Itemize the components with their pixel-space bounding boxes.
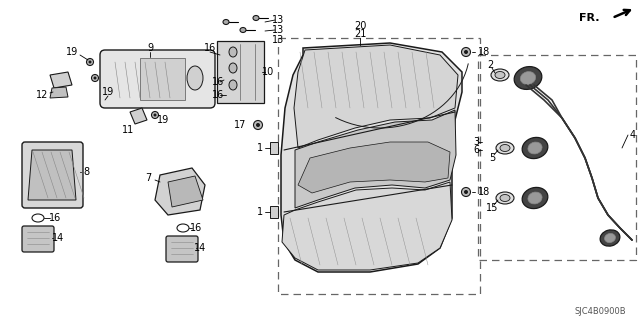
Polygon shape xyxy=(282,182,452,270)
Text: 16: 16 xyxy=(204,43,216,53)
Text: 16: 16 xyxy=(190,223,202,233)
Text: 11: 11 xyxy=(122,125,134,135)
Polygon shape xyxy=(295,110,456,208)
Ellipse shape xyxy=(461,48,470,56)
Polygon shape xyxy=(298,142,450,193)
Text: 16: 16 xyxy=(49,213,61,223)
Ellipse shape xyxy=(461,188,470,197)
Ellipse shape xyxy=(229,47,237,57)
Ellipse shape xyxy=(522,187,548,209)
Text: 17: 17 xyxy=(234,120,246,130)
FancyBboxPatch shape xyxy=(270,142,278,154)
Ellipse shape xyxy=(93,77,97,79)
Text: FR.: FR. xyxy=(579,13,600,23)
Polygon shape xyxy=(281,43,462,272)
Text: 6: 6 xyxy=(473,145,479,155)
FancyBboxPatch shape xyxy=(270,206,278,218)
Text: 19: 19 xyxy=(157,115,169,125)
Ellipse shape xyxy=(600,230,620,246)
Ellipse shape xyxy=(528,192,542,204)
FancyBboxPatch shape xyxy=(100,50,215,108)
Text: SJC4B0900B: SJC4B0900B xyxy=(574,308,626,316)
Ellipse shape xyxy=(229,80,237,90)
Polygon shape xyxy=(28,150,76,200)
Ellipse shape xyxy=(88,61,92,63)
Text: 19: 19 xyxy=(102,87,114,97)
Text: 12: 12 xyxy=(36,90,48,100)
FancyBboxPatch shape xyxy=(22,142,83,208)
Text: 9: 9 xyxy=(147,43,153,53)
FancyBboxPatch shape xyxy=(22,226,54,252)
Ellipse shape xyxy=(496,192,514,204)
Text: 5: 5 xyxy=(489,153,495,163)
Text: 13: 13 xyxy=(272,15,284,25)
Text: 19: 19 xyxy=(66,47,78,57)
Polygon shape xyxy=(294,45,458,148)
Text: 1: 1 xyxy=(257,207,263,217)
Ellipse shape xyxy=(464,50,468,54)
Text: 14: 14 xyxy=(194,243,206,253)
Text: 16: 16 xyxy=(212,90,224,100)
Text: 20: 20 xyxy=(354,21,366,31)
Text: 10: 10 xyxy=(262,67,274,77)
Ellipse shape xyxy=(491,69,509,81)
FancyBboxPatch shape xyxy=(217,41,264,103)
FancyBboxPatch shape xyxy=(166,236,198,262)
Polygon shape xyxy=(50,72,72,88)
Text: 13: 13 xyxy=(272,35,284,45)
Ellipse shape xyxy=(223,19,229,25)
Ellipse shape xyxy=(154,114,157,116)
Text: 21: 21 xyxy=(354,29,366,39)
Polygon shape xyxy=(140,58,185,100)
Text: 18: 18 xyxy=(478,187,490,197)
Text: 18: 18 xyxy=(478,47,490,57)
Text: 15: 15 xyxy=(486,203,498,213)
Ellipse shape xyxy=(496,142,514,154)
Ellipse shape xyxy=(253,16,259,20)
Ellipse shape xyxy=(464,190,468,194)
Ellipse shape xyxy=(92,75,99,81)
Text: 16: 16 xyxy=(212,77,224,87)
Ellipse shape xyxy=(152,112,159,118)
Ellipse shape xyxy=(500,145,510,152)
Ellipse shape xyxy=(500,195,510,202)
Ellipse shape xyxy=(514,67,542,89)
Ellipse shape xyxy=(495,71,505,78)
Polygon shape xyxy=(130,108,147,124)
Ellipse shape xyxy=(528,142,542,154)
Polygon shape xyxy=(50,87,68,98)
Ellipse shape xyxy=(605,234,616,242)
Text: 13: 13 xyxy=(272,25,284,35)
Ellipse shape xyxy=(229,63,237,73)
Text: 4: 4 xyxy=(630,130,636,140)
Ellipse shape xyxy=(256,123,260,127)
Polygon shape xyxy=(168,176,203,207)
Ellipse shape xyxy=(187,66,203,90)
Ellipse shape xyxy=(522,137,548,159)
Ellipse shape xyxy=(253,121,262,130)
Text: 2: 2 xyxy=(487,60,493,70)
Ellipse shape xyxy=(520,71,536,85)
Text: 8: 8 xyxy=(83,167,89,177)
Ellipse shape xyxy=(240,27,246,33)
Text: 14: 14 xyxy=(52,233,64,243)
Text: 1: 1 xyxy=(257,143,263,153)
Ellipse shape xyxy=(86,58,93,65)
Polygon shape xyxy=(155,168,205,215)
Text: 7: 7 xyxy=(145,173,151,183)
Text: 3: 3 xyxy=(473,137,479,147)
